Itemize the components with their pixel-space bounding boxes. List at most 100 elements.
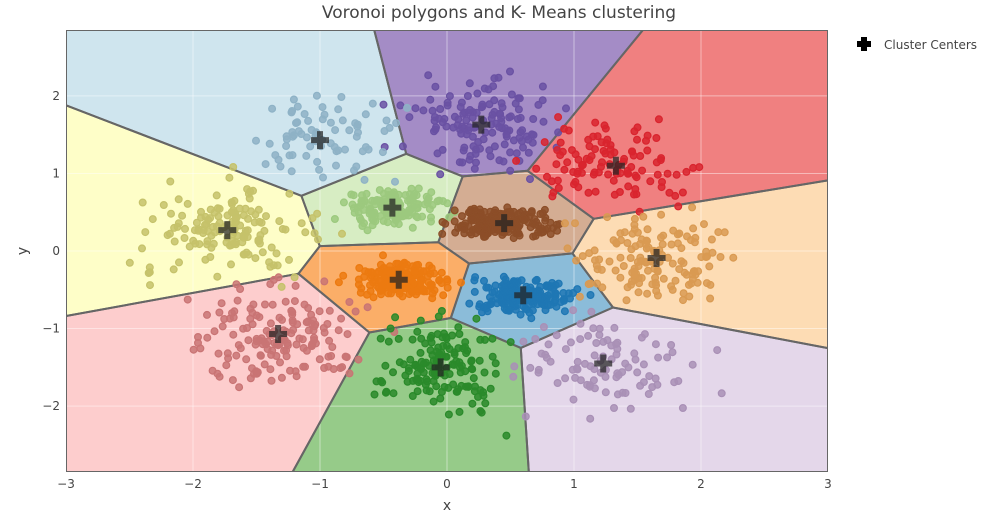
- data-point: [185, 242, 194, 251]
- data-point: [467, 230, 476, 239]
- data-point: [506, 209, 515, 218]
- data-point: [215, 308, 224, 317]
- data-point: [509, 372, 518, 381]
- data-point: [688, 203, 697, 212]
- data-point: [416, 376, 425, 385]
- data-point: [518, 143, 527, 152]
- data-point: [633, 228, 642, 237]
- data-point: [253, 368, 262, 377]
- data-point: [345, 298, 354, 307]
- data-point: [592, 339, 601, 348]
- data-point: [678, 404, 687, 413]
- data-point: [716, 253, 725, 262]
- data-point: [682, 232, 691, 241]
- data-point: [675, 265, 684, 274]
- data-point: [308, 214, 317, 223]
- data-point: [332, 161, 341, 170]
- data-point: [403, 377, 412, 386]
- data-point: [514, 229, 523, 238]
- data-point: [392, 119, 401, 128]
- data-point: [368, 99, 377, 108]
- data-point: [573, 169, 582, 178]
- data-point: [338, 229, 347, 238]
- data-point: [603, 213, 612, 222]
- data-point: [313, 157, 322, 166]
- data-point: [413, 204, 422, 213]
- data-point: [215, 372, 224, 381]
- data-point: [148, 215, 157, 224]
- data-point: [702, 253, 711, 262]
- data-point: [146, 281, 155, 290]
- data-point: [289, 131, 298, 140]
- data-point: [678, 296, 687, 305]
- data-point: [334, 105, 343, 114]
- data-point: [391, 177, 400, 186]
- data-point: [422, 192, 431, 201]
- data-point: [472, 158, 481, 167]
- data-point: [587, 307, 596, 316]
- data-point: [526, 223, 535, 232]
- data-point: [465, 299, 474, 308]
- data-point: [406, 355, 415, 364]
- data-point: [556, 138, 565, 147]
- y-tick-label: 0: [52, 244, 60, 258]
- data-point: [225, 173, 234, 182]
- data-point: [486, 293, 495, 302]
- data-point: [228, 309, 237, 318]
- data-point: [262, 326, 271, 335]
- data-point: [382, 116, 391, 125]
- data-point: [363, 303, 372, 312]
- data-point: [505, 306, 514, 315]
- data-point: [204, 215, 213, 224]
- data-point: [256, 351, 265, 360]
- data-point: [609, 176, 618, 185]
- data-point: [572, 364, 581, 373]
- data-point: [276, 358, 285, 367]
- data-point: [370, 390, 379, 399]
- data-point: [468, 399, 477, 408]
- data-point: [366, 287, 375, 296]
- data-point: [472, 314, 481, 323]
- data-point: [491, 359, 500, 368]
- data-point: [546, 357, 555, 366]
- data-point: [554, 113, 563, 122]
- data-point: [586, 279, 595, 288]
- x-tick-label: 1: [570, 477, 578, 491]
- data-point: [623, 239, 632, 248]
- data-point: [260, 360, 269, 369]
- data-point: [486, 384, 495, 393]
- data-point: [361, 110, 370, 119]
- data-point: [525, 175, 534, 184]
- data-point: [248, 308, 257, 317]
- voronoi-edge: [519, 306, 828, 472]
- data-point: [212, 191, 221, 200]
- data-point: [663, 253, 672, 262]
- legend[interactable]: Cluster Centers: [857, 37, 977, 52]
- data-point: [659, 274, 668, 283]
- data-point: [669, 226, 678, 235]
- data-point: [386, 324, 395, 333]
- data-point: [426, 333, 435, 342]
- data-point: [252, 136, 261, 145]
- data-point: [275, 313, 284, 322]
- voronoi-region: [520, 307, 828, 472]
- data-point: [634, 288, 643, 297]
- data-point: [343, 330, 352, 339]
- data-point: [304, 304, 313, 313]
- cluster-center-marker: [383, 198, 402, 217]
- data-point: [720, 228, 729, 237]
- data-point: [684, 280, 693, 289]
- data-point: [573, 285, 582, 294]
- data-point: [470, 276, 479, 285]
- data-point: [656, 233, 665, 242]
- data-point: [468, 132, 477, 141]
- data-point: [591, 118, 600, 127]
- data-point: [491, 369, 500, 378]
- data-point: [304, 326, 313, 335]
- data-point: [454, 115, 463, 124]
- data-point: [497, 99, 506, 108]
- cluster-center-marker: [431, 358, 450, 377]
- data-point: [192, 218, 201, 227]
- data-point: [630, 214, 639, 223]
- data-point: [450, 217, 459, 226]
